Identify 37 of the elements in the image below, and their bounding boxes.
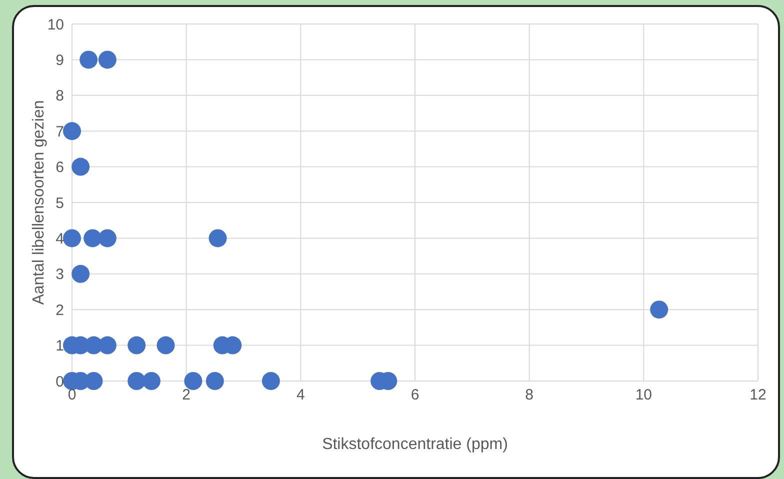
point (208, 229, 227, 248)
point (63, 229, 81, 248)
point (80, 50, 98, 69)
x-tick-label: 4 (296, 386, 305, 404)
x-tick-label: 6 (410, 386, 420, 404)
y-tick-label: 6 (56, 159, 64, 176)
point (206, 372, 224, 390)
x-tick-label: 12 (750, 386, 766, 404)
point (128, 336, 146, 354)
point (84, 229, 102, 248)
point (184, 372, 202, 390)
y-tick-label: 0 (56, 373, 64, 390)
point (262, 372, 280, 390)
y-tick-label: 9 (56, 52, 64, 70)
point (72, 264, 90, 283)
x-tick-label: 0 (68, 386, 76, 404)
x-tick-label: 2 (182, 386, 191, 404)
point (650, 300, 668, 319)
point (156, 336, 175, 354)
x-axis-title: Stikstofconcentratie (ppm) (322, 436, 508, 453)
y-tick-label: 3 (56, 266, 64, 284)
y-tick-label: 7 (56, 123, 64, 140)
y-tick-label: 2 (56, 302, 64, 319)
y-axis-title: Aantal libellensoorten gezien (30, 100, 48, 305)
y-tick-label: 8 (56, 88, 64, 105)
point (128, 372, 146, 390)
x-tick-label: 10 (635, 386, 652, 404)
y-tick-label: 10 (47, 16, 64, 34)
y-tick-label: 1 (56, 338, 64, 355)
point (63, 122, 81, 140)
point (98, 50, 116, 69)
point (98, 229, 116, 248)
point (72, 158, 90, 176)
y-tick-label: 4 (56, 230, 64, 248)
x-tick-label: 8 (525, 386, 534, 404)
point (142, 372, 160, 390)
y-tick-label: 5 (56, 194, 64, 212)
